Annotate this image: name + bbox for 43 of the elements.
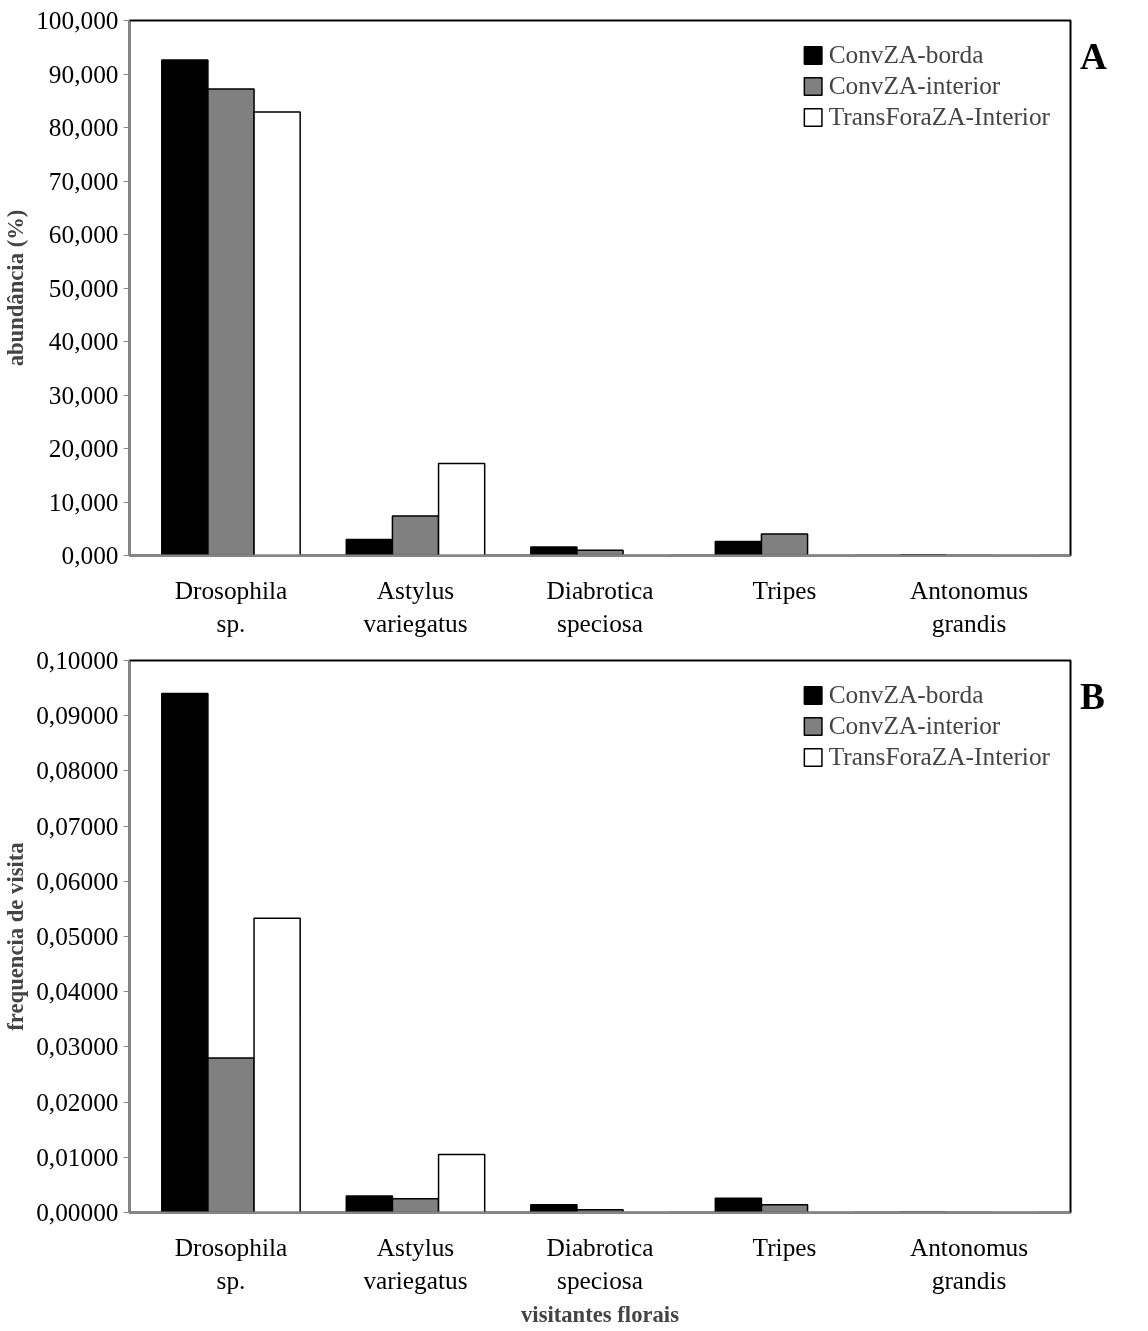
y-tick-label: 0,04000	[36, 977, 119, 1006]
y-tick-label: 20,000	[48, 434, 119, 462]
y-tick-label: 50,000	[48, 273, 119, 302]
x-tick-label: Diabrotica speciosa	[546, 1232, 654, 1295]
text: A	[1080, 35, 1107, 79]
x-tick-label: Drosophila sp.	[174, 575, 288, 638]
y-axis-title: frequencia de visita	[3, 842, 29, 1031]
y-axis-title: abundância (%)	[3, 209, 29, 367]
y-tick-label: 60,000	[48, 220, 119, 248]
legend-label: ConvZA-borda	[828, 680, 984, 709]
text: B	[1080, 675, 1105, 719]
y-tick-label: 0,08000	[36, 756, 119, 785]
y-tick-label: 0,06000	[36, 866, 119, 895]
y-tick-label: 0,07000	[36, 811, 119, 840]
x-tick-label: Drosophila sp.	[174, 1232, 288, 1295]
legend-label: ConvZA-interior	[828, 711, 1001, 740]
x-tick-label: Antonomus grandis	[909, 575, 1029, 638]
y-tick-label: 70,000	[48, 166, 119, 195]
y-tick-label: 0,000	[61, 541, 119, 569]
y-tick-label: 0,10000	[36, 646, 119, 674]
y-tick-label: 90,000	[48, 59, 119, 88]
x-axis-title: visitantes florais	[521, 1302, 680, 1328]
x-tick-label: Tripes	[752, 1232, 817, 1261]
y-tick-label: 40,000	[48, 327, 119, 355]
y-tick-label: 0,05000	[36, 922, 119, 950]
x-tick-label: Antonomus grandis	[909, 1232, 1029, 1295]
y-tick-label: 0,03000	[36, 1032, 119, 1061]
x-tick-label: Diabrotica speciosa	[546, 575, 654, 638]
y-tick-label: 80,000	[48, 113, 119, 141]
legend-label: TransForaZA-Interior	[828, 742, 1050, 771]
legend-label: TransForaZA-Interior	[828, 102, 1050, 131]
y-tick-label: 0,02000	[36, 1087, 119, 1116]
x-tick-label: Astylus variegatus	[363, 1232, 468, 1295]
legend-label: ConvZA-interior	[828, 71, 1001, 100]
legend-label: ConvZA-borda	[828, 40, 984, 69]
x-tick-label: Astylus variegatus	[363, 575, 468, 638]
y-tick-label: 30,000	[48, 380, 119, 409]
y-tick-label: 0,09000	[36, 701, 119, 730]
y-tick-label: 10,000	[48, 487, 119, 516]
x-tick-label: Tripes	[752, 575, 817, 604]
y-tick-label: 0,01000	[36, 1142, 119, 1171]
y-tick-label: 100,000	[36, 6, 119, 34]
y-tick-label: 0,00000	[36, 1198, 119, 1226]
